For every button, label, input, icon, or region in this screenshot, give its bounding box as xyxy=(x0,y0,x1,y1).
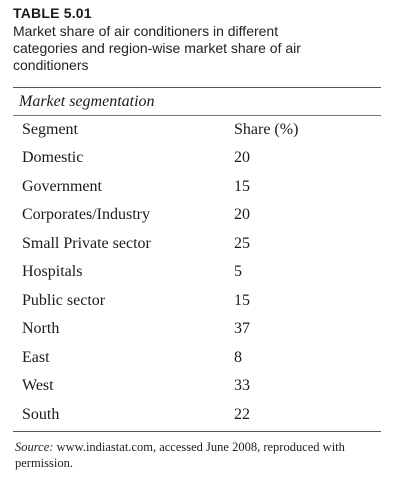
table-row: South 22 xyxy=(13,401,381,430)
share-cell: 37 xyxy=(234,320,250,338)
share-cell: 20 xyxy=(234,206,250,224)
segment-cell: Public sector xyxy=(22,291,106,309)
top-rule xyxy=(13,87,381,88)
share-cell: 22 xyxy=(234,405,250,423)
source-note: Source: www.indiastat.com, accessed June… xyxy=(13,439,381,471)
column-header-segment: Segment xyxy=(22,121,78,138)
market-share-table: Segment Share (%) Domestic 20 Government… xyxy=(13,116,381,429)
segment-cell: South xyxy=(22,405,60,423)
share-cell: 15 xyxy=(234,291,250,309)
segment-cell: Domestic xyxy=(22,149,84,167)
table-row: Public sector 15 xyxy=(13,287,381,316)
segment-cell: Corporates/Industry xyxy=(22,206,150,224)
table-number: TABLE 5.01 xyxy=(13,5,92,21)
share-cell: 33 xyxy=(234,377,250,395)
bottom-rule xyxy=(13,431,381,432)
table-row: Hospitals 5 xyxy=(13,258,381,287)
table-caption: Market share of air conditioners in diff… xyxy=(13,23,301,73)
table-row: West 33 xyxy=(13,372,381,401)
segment-cell: Small Private sector xyxy=(22,234,151,252)
table-row: North 37 xyxy=(13,315,381,344)
section-rule xyxy=(13,115,381,116)
source-label: Source: xyxy=(15,440,54,454)
table-figure: TABLE 5.01 Market share of air condition… xyxy=(13,5,381,471)
share-cell: 20 xyxy=(234,149,250,167)
share-cell: 8 xyxy=(234,348,242,366)
segment-cell: Government xyxy=(22,177,102,195)
segment-cell: West xyxy=(22,377,54,395)
column-header-share: Share (%) xyxy=(234,121,299,138)
table-row: East 8 xyxy=(13,344,381,373)
segment-cell: East xyxy=(22,348,50,366)
table-row: Small Private sector 25 xyxy=(13,230,381,259)
segment-cell: North xyxy=(22,320,60,338)
source-text: www.indiastat.com, accessed June 2008, r… xyxy=(15,440,345,470)
header-row: Segment Share (%) xyxy=(13,116,381,144)
table-row: Government 15 xyxy=(13,173,381,202)
share-cell: 25 xyxy=(234,234,250,252)
table-row: Corporates/Industry 20 xyxy=(13,201,381,230)
share-cell: 5 xyxy=(234,263,242,281)
table-row: Domestic 20 xyxy=(13,144,381,173)
segment-cell: Hospitals xyxy=(22,263,83,281)
share-cell: 15 xyxy=(234,177,250,195)
section-heading: Market segmentation xyxy=(19,93,155,110)
